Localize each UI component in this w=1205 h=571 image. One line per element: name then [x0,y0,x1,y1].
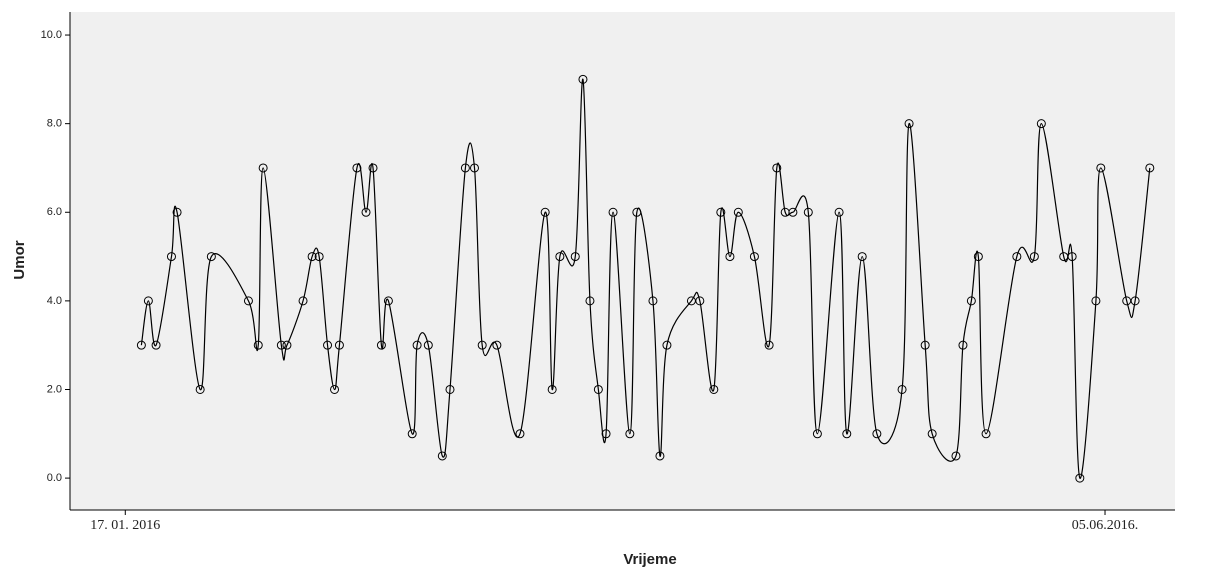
data-point [578,74,588,84]
data-point [897,384,907,394]
data-point [307,252,317,262]
data-point [1029,252,1039,262]
data-point [206,252,216,262]
data-point [920,340,930,350]
data-point [151,340,161,350]
data-point [958,340,968,350]
data-point [1036,119,1046,129]
data-point [593,384,603,394]
data-point [601,429,611,439]
data-point [195,384,205,394]
y-tick-label: 6.0 [47,206,62,218]
data-point [258,163,268,173]
data-point [973,252,983,262]
data-point [352,163,362,173]
data-point [143,296,153,306]
data-point [243,296,253,306]
data-point [695,296,705,306]
data-point [608,207,618,217]
data-point [872,429,882,439]
data-point [570,252,580,262]
data-point [423,340,433,350]
data-point [662,340,672,350]
data-point [1075,473,1085,483]
data-point [749,252,759,262]
data-point [136,340,146,350]
data-point [555,252,565,262]
data-point [172,207,182,217]
y-tick-label: 8.0 [47,118,62,130]
data-point [477,340,487,350]
data-point [716,207,726,217]
y-tick-label: 10.0 [41,29,62,41]
data-point [927,429,937,439]
data-point [772,163,782,173]
data-point [966,296,976,306]
data-point [648,296,658,306]
data-point [709,384,719,394]
data-point [655,451,665,461]
data-point [469,163,479,173]
data-point [1096,163,1106,173]
data-point [834,207,844,217]
data-point [857,252,867,262]
data-point [383,296,393,306]
data-point [368,163,378,173]
data-point [733,207,743,217]
data-point [1091,296,1101,306]
data-point [412,340,422,350]
data-point [904,119,914,129]
data-point [585,296,595,306]
data-point [803,207,813,217]
data-point [725,252,735,262]
data-point [625,429,635,439]
data-point [407,429,417,439]
x-tick-label: 05.06.2016. [1072,518,1139,533]
data-point [764,340,774,350]
data-point [376,340,386,350]
series-line [140,78,1151,479]
data-point [547,384,557,394]
data-point [334,340,344,350]
data-point [788,207,798,217]
data-point [330,384,340,394]
data-point [276,340,286,350]
data-point [282,340,292,350]
data-point [981,429,991,439]
data-point [437,451,447,461]
data-point [166,252,176,262]
data-point [460,163,470,173]
y-tick-label: 4.0 [47,295,62,307]
data-point [951,451,961,461]
data-point [842,429,852,439]
data-point [632,207,642,217]
data-point [1067,252,1077,262]
data-point [314,252,324,262]
data-point [812,429,822,439]
data-point [492,340,502,350]
plot-area [136,74,1155,483]
data-point [1145,163,1155,173]
data-point [515,429,525,439]
data-point [1130,296,1140,306]
y-tick-label: 2.0 [47,383,62,395]
data-point [540,207,550,217]
data-point [253,340,263,350]
data-point [445,384,455,394]
data-point [323,340,333,350]
data-point [298,296,308,306]
y-tick-label: 0.0 [47,472,62,484]
plot-background [70,12,1175,510]
data-point [361,207,371,217]
x-axis-title: Vrijeme [623,551,676,568]
x-tick-label: 17. 01. 2016 [90,518,160,533]
data-point [1012,252,1022,262]
y-axis-title: Umor [11,240,28,279]
